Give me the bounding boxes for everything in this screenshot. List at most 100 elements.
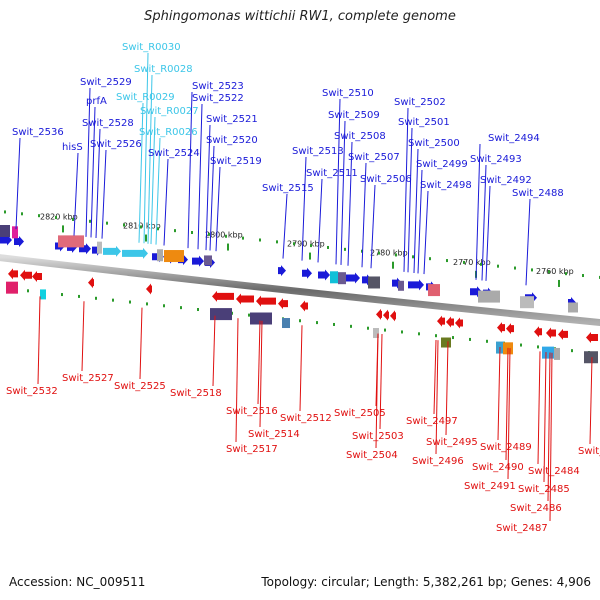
kbp-tick-label: 2760 kbp: [536, 267, 574, 276]
forward-gene-label: Swit_2529: [80, 77, 132, 88]
minor-tick: [38, 214, 40, 218]
feature-block: [542, 346, 554, 359]
forward-label-leader: [15, 137, 21, 230]
minor-tick: [89, 219, 91, 223]
forward-gene-label: Swit_2523: [192, 81, 244, 92]
forward-gene-label: Swit_2499: [416, 159, 468, 170]
reverse-gene-arrow: [32, 271, 42, 283]
forward-gene-label: Swit_2519: [210, 156, 262, 167]
forward-gene-label: Swit_R0026: [139, 127, 198, 138]
reverse-gene-label: Swit_2484: [528, 466, 580, 477]
reverse-gene-label: Swit_2486: [510, 503, 562, 514]
minor-tick: [55, 216, 57, 220]
feature-block: [368, 276, 380, 289]
forward-gene-arrow: [302, 267, 312, 279]
minor-tick: [418, 332, 420, 336]
reverse-label-leader: [537, 351, 541, 465]
feature-block: [584, 351, 598, 364]
forward-label-leader: [282, 193, 288, 259]
reverse-gene-arrow: [497, 322, 505, 334]
kbp-tick-label: 2800 kbp: [205, 231, 243, 240]
feature-block: [520, 296, 534, 309]
reverse-label-leader: [507, 348, 511, 480]
feature-block: [6, 281, 18, 294]
reverse-label-leader: [435, 340, 439, 455]
forward-label-leader: [209, 145, 215, 251]
feature-block: [441, 337, 451, 348]
forward-label-leader: [205, 124, 211, 251]
genome-title: Sphingomonas wittichii RW1, complete gen…: [144, 9, 456, 24]
kbp-tick-mark: [309, 252, 311, 260]
minor-tick: [208, 232, 210, 236]
forward-label-leader: [301, 156, 307, 261]
feature-block: [40, 289, 46, 300]
minor-tick: [395, 253, 397, 257]
minor-tick: [310, 244, 312, 248]
reverse-gene-arrow: [586, 331, 598, 343]
forward-gene-arrow: [346, 272, 360, 284]
reverse-gene-label: Swit_2504: [346, 450, 398, 461]
reverse-gene-arrow: [437, 315, 445, 327]
minor-tick: [469, 337, 471, 341]
accession-label: Accession:: [9, 575, 73, 589]
forward-label-leader: [485, 185, 491, 281]
reverse-label-leader: [81, 301, 85, 372]
reverse-gene-label: Swit_2503: [352, 431, 404, 442]
forward-gene-label: Swit_2498: [420, 180, 472, 191]
reverse-gene-label: Swit_2482: [578, 446, 600, 457]
feature-block: [97, 241, 102, 254]
forward-gene-label: prfA: [86, 96, 107, 107]
forward-label-leader: [317, 178, 323, 263]
minor-tick: [384, 328, 386, 332]
minor-tick: [299, 319, 301, 323]
forward-label-leader: [340, 120, 346, 265]
forward-label-leader: [361, 162, 367, 268]
minor-tick: [197, 308, 199, 312]
forward-gene-label: Swit_2501: [398, 117, 450, 128]
forward-label-leader: [197, 103, 203, 250]
reverse-gene-label: Swit_2490: [472, 462, 524, 473]
feature-block: [338, 272, 346, 285]
forward-label-leader: [525, 198, 531, 286]
reverse-gene-arrow: [534, 326, 542, 338]
minor-tick: [435, 334, 437, 338]
minor-tick: [401, 330, 403, 334]
forward-label-leader: [475, 143, 481, 280]
reverse-gene-arrow: [256, 295, 276, 307]
kbp-tick-mark: [145, 234, 147, 242]
forward-gene-arrow: [103, 245, 121, 257]
forward-gene-label: Swit_2494: [488, 133, 540, 144]
minor-tick: [571, 349, 573, 353]
forward-gene-label: Swit_2506: [360, 174, 412, 185]
reverse-gene-arrow: [278, 298, 288, 310]
forward-gene-label: Swit_2500: [408, 138, 460, 149]
genes-label: Genes:: [510, 575, 553, 589]
reverse-label-leader: [139, 307, 143, 380]
feature-block: [282, 318, 290, 329]
forward-label-leader: [143, 52, 149, 244]
reverse-gene-label: Swit_2527: [62, 373, 114, 384]
minor-tick: [293, 242, 295, 246]
forward-gene-label: Swit_2508: [334, 131, 386, 142]
forward-gene-label: Swit_R0028: [134, 64, 193, 75]
forward-label-leader: [147, 74, 153, 244]
reverse-gene-label: Swit_2495: [426, 437, 478, 448]
forward-gene-arrow: [192, 255, 204, 267]
reverse-gene-label: Swit_2525: [114, 381, 166, 392]
forward-gene-label: Swit_2492: [480, 175, 532, 186]
reverse-gene-label: Swit_2487: [496, 523, 548, 534]
forward-gene-arrow: [122, 247, 148, 259]
minor-tick: [242, 236, 244, 240]
reverse-label-leader: [235, 318, 239, 443]
minor-tick: [548, 270, 550, 274]
feature-block: [398, 280, 404, 291]
forward-label-leader: [481, 164, 487, 281]
minor-tick: [72, 217, 74, 221]
reverse-gene-arrow: [376, 308, 382, 320]
topology-value: circular: [321, 575, 366, 589]
forward-label-leader: [85, 87, 91, 237]
minor-tick: [452, 336, 454, 340]
reverse-label-leader: [259, 320, 263, 428]
feature-block: [164, 250, 184, 263]
minor-tick: [140, 225, 142, 229]
